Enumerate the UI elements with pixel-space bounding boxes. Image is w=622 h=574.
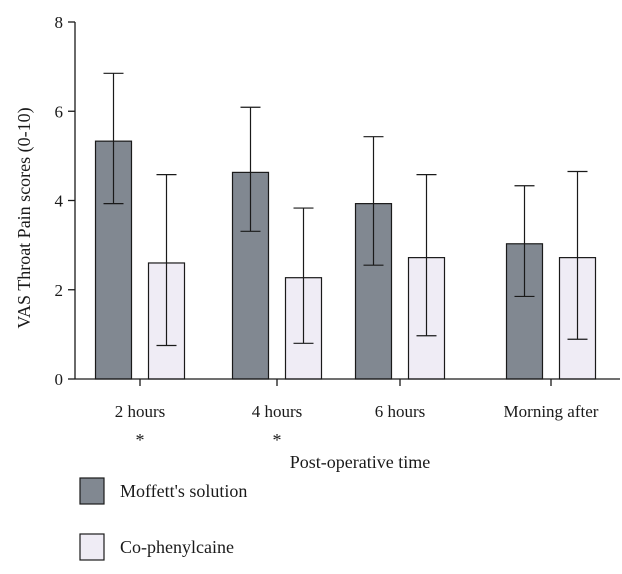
x-tick-label: 4 hours (252, 402, 303, 421)
x-tick-label: 6 hours (375, 402, 426, 421)
y-tick-label: 8 (55, 13, 64, 32)
legend-label: Co-phenylcaine (120, 537, 234, 557)
x-axis-ticks: 2 hours * 4 hours * 6 hours Morning after (115, 379, 599, 450)
plot-area (94, 72, 597, 380)
x-tick-label: Morning after (504, 402, 599, 421)
x-axis-title: Post-operative time (290, 452, 430, 472)
y-tick-label: 2 (55, 281, 64, 300)
y-axis-title: VAS Throat Pain scores (0-10) (14, 107, 35, 328)
legend: Moffett's solution Co-phenylcaine (79, 477, 247, 561)
x-tick-label: 2 hours (115, 402, 166, 421)
y-axis-ticks: 0 2 4 6 8 (55, 13, 75, 389)
y-tick-label: 0 (55, 370, 64, 389)
legend-label: Moffett's solution (120, 481, 247, 501)
significance-marker: * (136, 430, 145, 450)
legend-swatch (79, 477, 105, 505)
y-tick-label: 6 (55, 102, 64, 121)
y-tick-label: 4 (55, 192, 64, 211)
legend-swatch (79, 533, 105, 561)
significance-marker: * (273, 430, 282, 450)
